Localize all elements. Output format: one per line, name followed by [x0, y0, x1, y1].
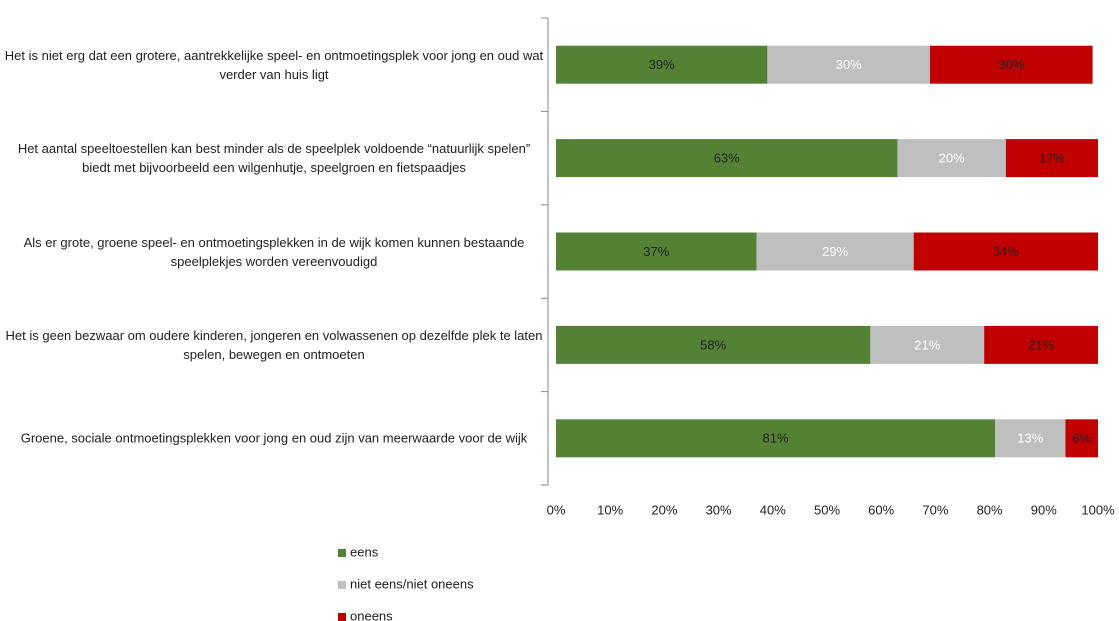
- category-label: Als er grote, groene speel- en ontmoetin…: [23, 234, 525, 269]
- x-tick-label: 30%: [706, 502, 732, 517]
- data-label: 39%: [649, 57, 675, 72]
- category-label: Groene, sociale ontmoetingsplekken voor …: [20, 430, 528, 446]
- bar-segment: [556, 325, 871, 364]
- legend-label: eens: [350, 544, 379, 559]
- data-label: 13%: [1017, 431, 1043, 446]
- category-label: Het aantal speeltoestellen kan best mind…: [17, 141, 531, 176]
- x-tick-label: 100%: [1081, 502, 1115, 517]
- data-label: 63%: [714, 151, 740, 166]
- x-tick-label: 20%: [651, 502, 677, 517]
- bar-segment: [870, 325, 985, 364]
- bar-segment: [995, 419, 1066, 458]
- category-label: Het is geen bezwaar om oudere kinderen, …: [5, 327, 543, 362]
- legend-swatch: [338, 581, 346, 589]
- legend-swatch: [338, 549, 346, 557]
- bar-segment: [984, 325, 1098, 364]
- x-tick-label: 80%: [977, 502, 1003, 517]
- data-label: 58%: [700, 337, 726, 352]
- bar-segment: [556, 419, 996, 458]
- data-label: 34%: [993, 244, 1019, 259]
- bar-segment: [756, 232, 914, 271]
- bar-segment: [556, 139, 898, 178]
- bar-segment: [556, 45, 768, 84]
- x-tick-label: 70%: [922, 502, 948, 517]
- data-label: 37%: [643, 244, 669, 259]
- legend-label: oneens: [350, 608, 393, 621]
- bar-segment: [913, 232, 1098, 271]
- data-label: 6%: [1072, 431, 1091, 446]
- bar-segment: [929, 45, 1093, 84]
- bar-segment: [767, 45, 930, 84]
- bar-segment: [1005, 139, 1098, 178]
- data-label: 30%: [998, 57, 1024, 72]
- bar-segment: [1065, 419, 1098, 458]
- data-label: 17%: [1039, 151, 1065, 166]
- x-tick-label: 10%: [597, 502, 623, 517]
- x-tick-label: 60%: [868, 502, 894, 517]
- bar-segment: [556, 232, 757, 271]
- data-label: 20%: [939, 151, 965, 166]
- data-label: 29%: [822, 244, 848, 259]
- data-label: 21%: [914, 337, 940, 352]
- legend-label: niet eens/niet oneens: [350, 576, 474, 591]
- x-tick-label: 50%: [814, 502, 840, 517]
- data-label: 30%: [836, 57, 862, 72]
- x-tick-label: 40%: [760, 502, 786, 517]
- category-label: Het is niet erg dat een grotere, aantrek…: [4, 47, 544, 82]
- legend-swatch: [338, 613, 346, 621]
- data-label: 81%: [762, 431, 788, 446]
- data-label: 21%: [1028, 337, 1054, 352]
- x-tick-label: 0%: [547, 502, 566, 517]
- bar-segment: [897, 139, 1006, 178]
- x-tick-label: 90%: [1031, 502, 1057, 517]
